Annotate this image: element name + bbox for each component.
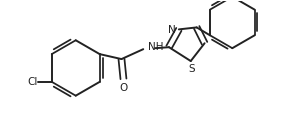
Text: O: O xyxy=(119,83,128,93)
Text: N: N xyxy=(168,25,176,35)
Text: NH: NH xyxy=(148,42,164,52)
Text: Cl: Cl xyxy=(28,77,38,87)
Text: S: S xyxy=(189,64,195,74)
